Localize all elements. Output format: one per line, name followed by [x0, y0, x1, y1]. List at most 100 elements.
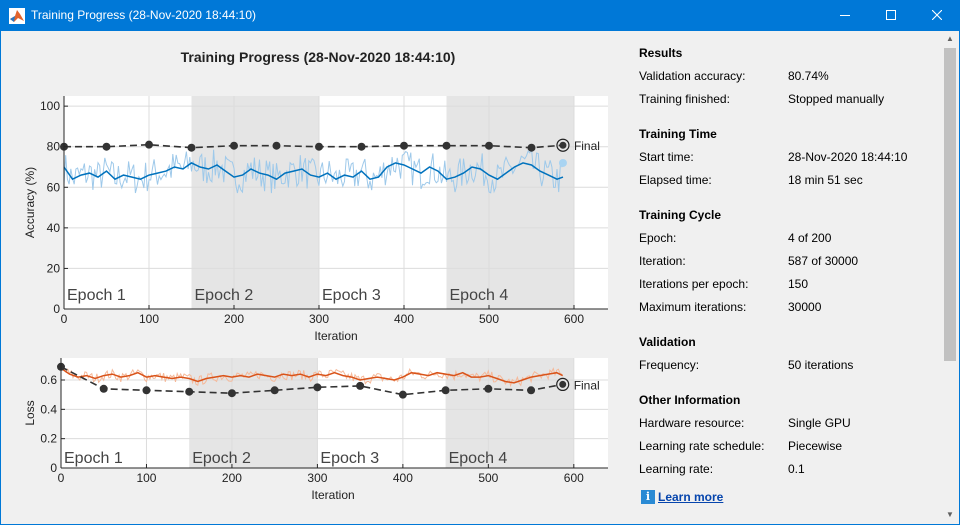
- minimize-icon: [840, 15, 850, 16]
- info-value: 150: [788, 277, 809, 291]
- validation-point: [442, 141, 451, 150]
- info-value: Single GPU: [788, 416, 851, 430]
- scroll-up-arrow-icon[interactable]: ▲: [946, 34, 954, 43]
- info-panel: Results Validation accuracy: 80.74% Trainin…: [639, 31, 939, 525]
- x-tick-label: 600: [564, 312, 584, 326]
- scroll-down-arrow-icon[interactable]: ▼: [946, 510, 954, 519]
- y-tick-label: 80: [47, 140, 61, 154]
- y-tick-label: 0.6: [40, 373, 57, 387]
- y-tick-label: 40: [47, 221, 61, 235]
- section-heading: Results: [639, 46, 683, 60]
- raw-series-line: [63, 148, 563, 194]
- maximize-button[interactable]: [868, 0, 914, 31]
- info-value: 30000: [788, 300, 822, 314]
- epoch-label: Epoch 2: [192, 450, 251, 467]
- epoch-band: [446, 96, 574, 309]
- info-value: 4 of 200: [788, 231, 832, 245]
- learn-more[interactable]: i Learn more: [641, 489, 723, 504]
- section-heading: Training Time: [639, 127, 717, 141]
- info-label: Maximum iterations:: [639, 300, 747, 314]
- info-value: Stopped manually: [788, 92, 885, 106]
- minimize-button[interactable]: [822, 0, 868, 31]
- x-tick-label: 400: [394, 312, 414, 326]
- x-tick-label: 200: [222, 471, 242, 485]
- final-label: Final: [574, 378, 600, 392]
- x-axis-label: Iteration: [311, 488, 354, 502]
- title-bar: Training Progress (28-Nov-2020 18:44:10): [0, 0, 960, 31]
- info-label: Iteration:: [639, 254, 686, 268]
- validation-point: [99, 384, 108, 393]
- close-icon: [932, 10, 942, 20]
- last-raw-point: [558, 158, 567, 167]
- validation-point: [441, 386, 450, 395]
- x-tick-label: 300: [307, 471, 327, 485]
- final-marker-ring: [556, 377, 570, 391]
- epoch-band: [191, 96, 319, 309]
- x-axis-label: Iteration: [314, 329, 357, 343]
- validation-point: [356, 381, 365, 390]
- info-label: Frequency:: [639, 358, 700, 372]
- info-label: Learning rate:: [639, 462, 714, 476]
- raw-series-line: [60, 366, 562, 388]
- validation-point: [145, 140, 153, 149]
- validation-point: [400, 141, 408, 150]
- x-tick-label: 100: [136, 471, 156, 485]
- x-tick-label: 400: [393, 471, 413, 485]
- training-charts: Epoch 1 Epoch 2 Epoch 3 Epoch 4 Final 0 20 40 60…: [23, 96, 608, 502]
- validation-point: [527, 143, 536, 152]
- y-tick-label: 60: [47, 180, 61, 194]
- y-tick-label: 0.2: [40, 432, 57, 446]
- validation-point: [270, 386, 279, 395]
- scrollbar-thumb[interactable]: [944, 48, 956, 361]
- window-title: Training Progress (28-Nov-2020 18:44:10): [31, 8, 257, 22]
- validation-point: [484, 384, 493, 393]
- final-marker-ring: [556, 138, 570, 152]
- section-heading: Training Cycle: [639, 208, 722, 222]
- epoch-label: Epoch 4: [450, 287, 509, 304]
- x-tick-label: 0: [58, 471, 65, 485]
- info-label: Epoch:: [639, 231, 677, 245]
- y-tick-label: 20: [47, 261, 61, 275]
- info-icon[interactable]: i: [641, 489, 655, 504]
- validation-point: [485, 141, 493, 150]
- x-tick-label: 300: [309, 312, 329, 326]
- validation-point: [313, 383, 322, 392]
- validation-point: [142, 386, 151, 395]
- y-tick-label: 0: [53, 302, 60, 316]
- learn-more-link[interactable]: Learn more: [658, 489, 724, 504]
- x-tick-label: 600: [564, 471, 584, 485]
- x-tick-label: 100: [139, 312, 159, 326]
- info-value: Piecewise: [788, 439, 843, 453]
- y-tick-label: 0.4: [40, 402, 57, 416]
- info-label: Training finished:: [639, 92, 730, 106]
- info-label: Learning rate schedule:: [639, 439, 765, 453]
- y-tick-label: 100: [40, 99, 60, 113]
- info-value: 28-Nov-2020 18:44:10: [788, 150, 908, 164]
- section-heading: Other Information: [639, 393, 741, 407]
- matlab-icon: [9, 8, 25, 24]
- epoch-label: Epoch 4: [449, 450, 508, 467]
- validation-point: [527, 386, 536, 395]
- close-button[interactable]: [914, 0, 960, 31]
- info-value: 50 iterations: [788, 358, 854, 372]
- final-label: Final: [574, 139, 600, 153]
- x-tick-label: 0: [61, 312, 68, 326]
- info-value: 80.74%: [788, 69, 829, 83]
- validation-point: [315, 142, 323, 151]
- info-label: Elapsed time:: [639, 173, 712, 187]
- info-label: Iterations per epoch:: [639, 277, 749, 291]
- plot-title: Training Progress (28-Nov-2020 18:44:10): [180, 49, 456, 65]
- validation-point: [230, 141, 238, 150]
- smoothed-series-line: [63, 162, 564, 181]
- epoch-label: Epoch 2: [195, 287, 254, 304]
- validation-point: [185, 387, 194, 396]
- section-heading: Validation: [639, 335, 696, 349]
- info-label: Start time:: [639, 150, 694, 164]
- epoch-label: Epoch 1: [64, 450, 123, 467]
- validation-point: [398, 390, 407, 399]
- epoch-label: Epoch 1: [67, 287, 126, 304]
- info-label: Validation accuracy:: [639, 69, 746, 83]
- validation-point: [272, 141, 281, 150]
- epoch-label: Epoch 3: [320, 450, 379, 467]
- validation-point: [187, 143, 196, 152]
